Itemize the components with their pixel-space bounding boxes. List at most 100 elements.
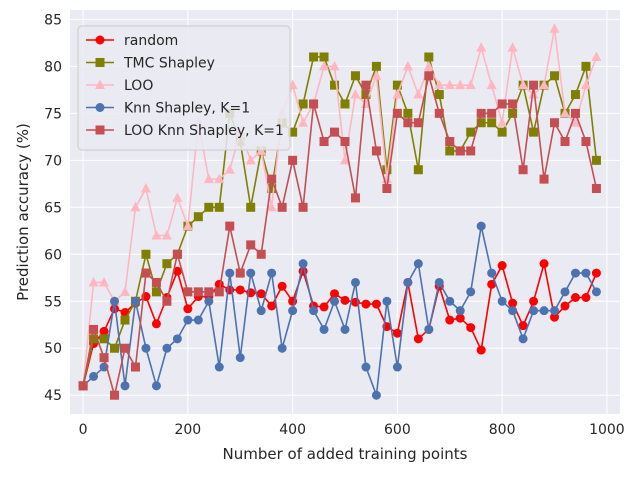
data-point (319, 302, 329, 312)
data-point (330, 289, 340, 299)
data-point (288, 127, 298, 137)
data-point (330, 127, 340, 137)
data-point (151, 287, 161, 297)
data-point (445, 315, 455, 325)
data-point (392, 108, 402, 118)
data-point (151, 381, 161, 391)
data-point (99, 276, 110, 287)
data-point (539, 306, 549, 316)
data-point (476, 118, 486, 128)
data-point (214, 362, 224, 372)
data-point (350, 277, 360, 287)
data-point (110, 343, 120, 353)
data-point (539, 174, 549, 184)
data-point (309, 52, 319, 62)
data-point (518, 334, 528, 344)
data-point (329, 60, 340, 71)
data-point (319, 60, 330, 71)
data-point (120, 343, 130, 353)
data-point (476, 221, 486, 231)
data-point (172, 266, 182, 276)
data-point (298, 202, 308, 212)
data-point (392, 362, 402, 372)
data-point (277, 343, 287, 353)
data-point (487, 279, 497, 289)
legend-marker (95, 35, 105, 45)
data-point (277, 281, 287, 291)
data-point (340, 295, 350, 305)
data-point (497, 127, 507, 137)
data-point (497, 296, 507, 306)
data-point (445, 146, 455, 156)
x-tick-label: 0 (79, 422, 88, 438)
data-point (130, 201, 141, 212)
data-point (256, 306, 266, 316)
legend-label: random (124, 33, 178, 49)
data-point (539, 79, 550, 90)
data-point (110, 390, 120, 400)
data-point (141, 249, 151, 259)
data-point (403, 277, 413, 287)
y-tick-label: 65 (44, 200, 62, 216)
data-point (361, 362, 371, 372)
data-point (371, 70, 382, 80)
data-point (235, 353, 245, 363)
data-point (224, 164, 235, 174)
data-point (560, 287, 570, 297)
data-point (570, 108, 580, 118)
x-tick-label: 600 (384, 422, 411, 438)
data-point (497, 117, 508, 127)
data-point (288, 306, 298, 316)
data-point (413, 259, 423, 269)
data-point (434, 79, 445, 90)
x-tick-label: 1000 (589, 422, 625, 438)
data-point (508, 108, 518, 118)
data-point (424, 52, 434, 62)
x-tick-label: 800 (489, 422, 516, 438)
data-point (288, 155, 298, 165)
data-point (267, 184, 277, 194)
y-tick-label: 70 (44, 153, 62, 169)
legend-item: Knn Shapley, K=1 (86, 101, 250, 117)
legend-label: TMC Shapley (123, 56, 215, 72)
data-point (89, 324, 99, 334)
legend-marker (95, 125, 105, 135)
data-point (466, 323, 476, 333)
data-point (497, 261, 507, 271)
data-point (183, 304, 193, 314)
data-point (455, 79, 466, 90)
legend-marker (95, 58, 105, 67)
data-point (172, 334, 182, 344)
data-point (591, 268, 601, 278)
y-tick-label: 55 (44, 294, 62, 310)
legend-box (77, 25, 291, 151)
data-point (225, 221, 235, 231)
data-point (476, 345, 486, 355)
data-point (330, 80, 340, 90)
data-point (550, 118, 560, 128)
data-point (403, 118, 413, 128)
data-point (465, 79, 476, 90)
data-point (140, 183, 151, 193)
y-tick-label: 45 (44, 388, 62, 404)
data-point (392, 89, 403, 99)
data-point (277, 202, 287, 212)
data-point (591, 184, 601, 194)
data-point (529, 296, 539, 306)
data-point (361, 299, 371, 309)
data-point (528, 89, 539, 99)
data-point (361, 80, 371, 90)
data-point (423, 60, 434, 71)
series-knn-shapley-k-1 (78, 221, 601, 400)
data-point (89, 334, 99, 344)
data-point (434, 108, 444, 118)
data-point (497, 99, 507, 109)
data-point (591, 155, 601, 165)
data-point (235, 285, 245, 295)
data-point (382, 184, 392, 194)
data-point (214, 202, 224, 212)
data-point (550, 312, 560, 322)
data-point (246, 268, 256, 278)
data-point (151, 277, 161, 287)
data-point (183, 287, 193, 297)
